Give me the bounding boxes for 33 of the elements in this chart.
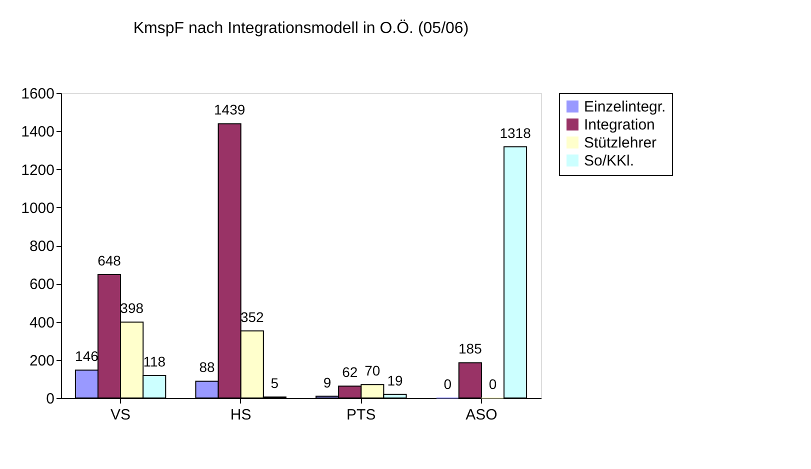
data-label: 398 [120,300,144,316]
data-label: 1439 [214,102,246,118]
chart-title: KmspF nach Integrationsmodell in O.Ö. (05/06) [133,19,469,37]
data-label: 19 [387,372,403,388]
data-label: 5 [270,375,279,392]
data-label: 70 [364,362,380,379]
data-label: 185 [458,340,482,357]
y-tick-label: 200 [29,352,54,370]
data-label: 648 [98,252,122,268]
y-tick-label: 0 [46,390,54,408]
data-label: 0 [444,376,452,392]
y-tick-label: 1400 [21,124,54,141]
y-tick-label: 800 [29,238,54,255]
x-tick-label: HS [230,406,252,424]
data-label: 146 [75,348,99,364]
legend-label: Stützlehrer [584,134,657,152]
y-tick-label: 1600 [21,86,54,102]
y-tick-label: 400 [29,314,54,332]
legend-label: Einzelintegr. [584,98,666,116]
legend-label: So/KKl. [584,152,634,170]
y-tick-label: 1200 [21,162,54,179]
data-label: 1318 [500,124,532,141]
y-tick-label: 600 [29,276,54,294]
data-label: 118 [143,354,166,370]
data-label: 0 [488,376,497,392]
x-tick-label: PTS [346,406,376,424]
y-tick-label: 1000 [21,200,54,217]
data-label: 62 [342,364,358,380]
x-tick-label: VS [110,406,131,424]
data-label: 88 [199,359,216,376]
data-label: 9 [323,374,332,390]
x-tick-label: ASO [466,406,498,424]
legend-label: Integration [584,116,655,134]
